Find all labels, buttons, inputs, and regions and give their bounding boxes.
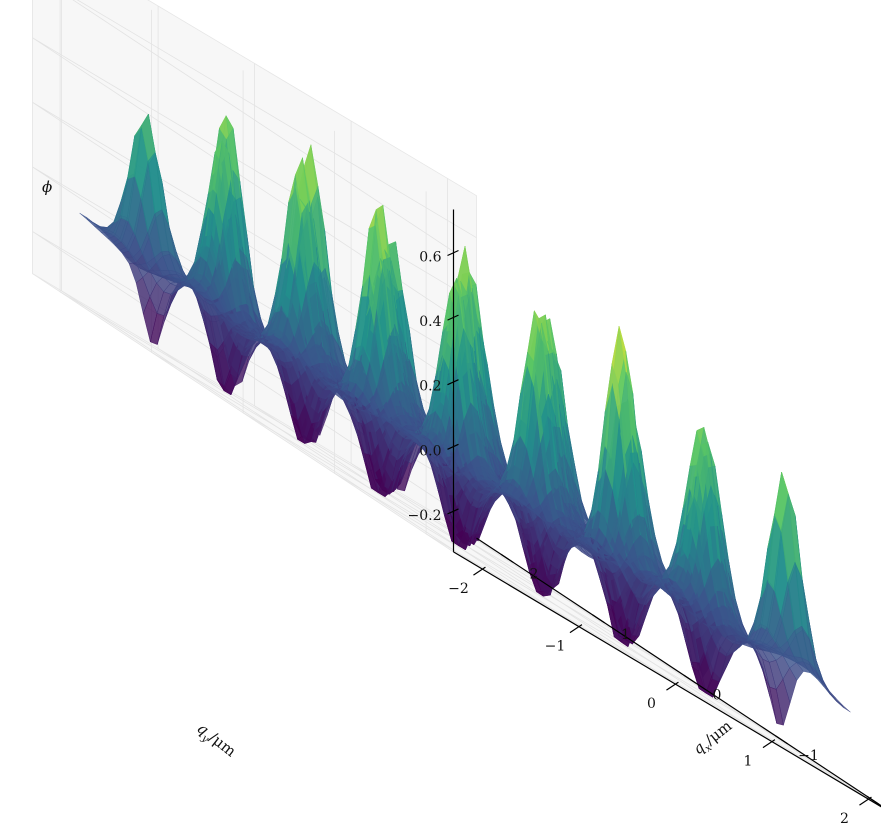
gridline-x (59, 0, 505, 557)
surface-facet (829, 691, 844, 706)
x-tick (592, 614, 605, 624)
y-tick-label: 0 (647, 696, 656, 712)
x-axis-label: qx/μm (689, 717, 737, 761)
x-tick (775, 735, 788, 745)
x-tick-label: −1 (798, 748, 819, 764)
z-tick-label: 0.6 (419, 250, 441, 266)
y-tick (762, 739, 776, 749)
z-tick (447, 379, 459, 386)
x-tick (866, 795, 880, 805)
x-tick-label: 1 (621, 627, 630, 643)
z-tick-label: −0.2 (408, 508, 442, 524)
y-tick-label: −2 (448, 581, 469, 597)
gridline-x (151, 9, 596, 618)
y-tick (473, 566, 486, 576)
z-tick (447, 249, 459, 257)
gridline-x (334, 130, 779, 739)
z-tick-label: 0.4 (419, 314, 441, 330)
z-tick (447, 314, 459, 321)
x-tick (683, 674, 697, 684)
z-axis-label: ϕ (42, 178, 52, 196)
gridline-y (254, 63, 676, 685)
gridline-y (157, 6, 580, 627)
y-tick-label: 1 (743, 754, 752, 770)
y-axis-label: qy/μm (192, 719, 240, 763)
gridline-y (350, 121, 773, 742)
x-axis-label-sub: x (703, 742, 715, 754)
surface-mesh (79, 113, 851, 726)
z-tick (447, 443, 459, 450)
gridline-y (61, 0, 483, 570)
x-tick (500, 553, 514, 563)
y-tick-label: 2 (840, 811, 849, 826)
z-tick-label: 0.2 (419, 379, 441, 395)
surface-facet (836, 700, 851, 713)
z-tick (447, 508, 459, 515)
x-tick-label: 2 (529, 566, 538, 582)
y-tick (569, 624, 583, 634)
x-tick-label: 0 (712, 687, 721, 703)
y-tick (666, 681, 679, 691)
y-tick-label: −1 (545, 639, 566, 655)
gridline-x (425, 191, 871, 799)
y-axis-label-unit: /μm (206, 728, 240, 760)
z-tick-label: 0.0 (419, 443, 441, 459)
